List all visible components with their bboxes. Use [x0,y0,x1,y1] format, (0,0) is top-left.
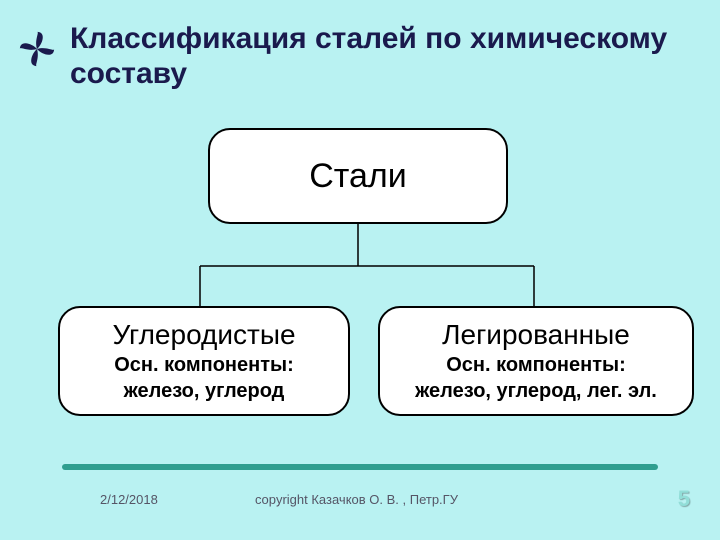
tree-child-right-sub1: Осн. компоненты: [446,353,625,377]
tree-child-right: Легированные Осн. компоненты: железо, уг… [378,306,694,416]
tree-root-label: Стали [309,157,406,196]
pinwheel-icon [18,30,56,68]
slide: Классификация сталей по химическому сост… [0,0,720,540]
tree-root-node: Стали [208,128,508,224]
footer-divider [62,464,658,470]
tree-child-right-sub2: железо, углерод, лег. эл. [415,379,657,403]
tree-child-right-label: Легированные [442,319,630,351]
tree-child-left: Углеродистые Осн. компоненты: железо, уг… [58,306,350,416]
slide-title: Классификация сталей по химическому сост… [70,22,690,91]
tree-child-left-label: Углеродистые [112,319,295,351]
footer-page-number: 5 [678,486,690,512]
footer-date: 2/12/2018 [100,492,158,507]
footer-copyright: copyright Казачков О. В. , Петр.ГУ [255,492,458,507]
tree-child-left-sub1: Осн. компоненты: [114,353,293,377]
tree-diagram: Стали Углеродистые Осн. компоненты: желе… [0,120,720,440]
tree-child-left-sub2: железо, углерод [124,379,285,403]
